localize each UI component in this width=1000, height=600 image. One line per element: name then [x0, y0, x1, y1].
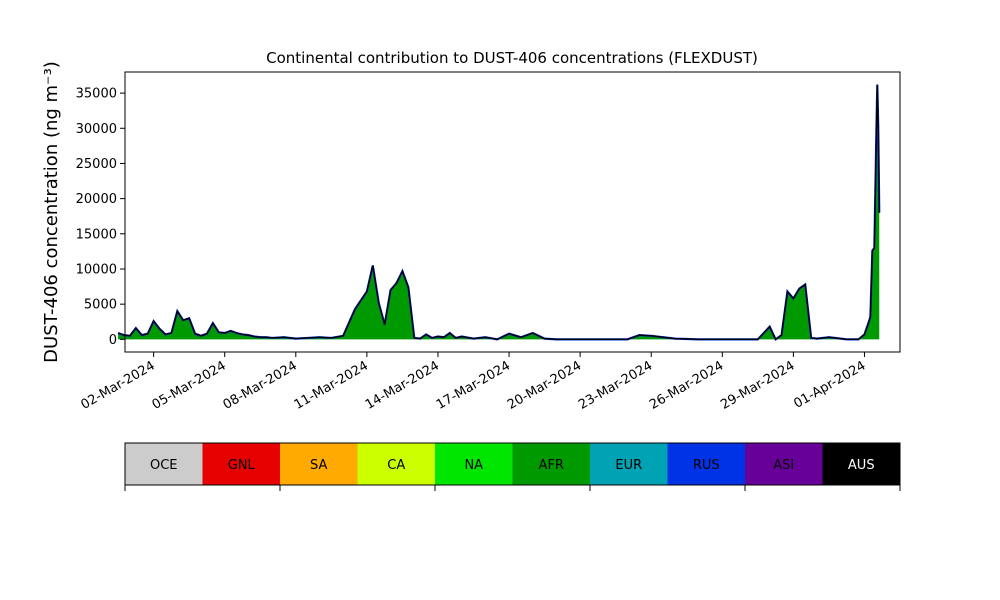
legend-label-ca: CA: [387, 458, 405, 473]
legend-label-sa: SA: [310, 458, 327, 473]
y-tick-label: 30000: [76, 122, 117, 137]
legend-swatch-gnl: [202, 443, 280, 485]
chart-title: Continental contribution to DUST-406 con…: [266, 49, 758, 67]
x-tick-label: 01-Apr-2024: [791, 358, 868, 411]
legend-label-rus: RUS: [693, 458, 720, 473]
legend-swatch-na: [435, 443, 513, 485]
legend-swatch-sa: [280, 443, 358, 485]
legend-swatch-eur: [590, 443, 668, 485]
legend-swatch-aus: [822, 443, 900, 485]
legend-label-afr: AFR: [539, 458, 564, 473]
x-tick-label: 29-Mar-2024: [718, 358, 797, 412]
x-tick-label: 02-Mar-2024: [78, 358, 157, 412]
legend-swatch-afr: [512, 443, 590, 485]
series-area-afr: [118, 84, 880, 340]
total-concentration-line: [117, 84, 880, 341]
legend-label-aus: AUS: [848, 458, 875, 473]
x-axis: 02-Mar-202405-Mar-202408-Mar-202411-Mar-…: [78, 352, 868, 413]
x-tick-label: 17-Mar-2024: [434, 358, 513, 412]
legend-label-eur: EUR: [615, 458, 642, 473]
x-tick-label: 23-Mar-2024: [576, 358, 655, 412]
legend-label-gnl: GNL: [228, 458, 256, 473]
legend-label-oce: OCE: [150, 458, 178, 473]
x-tick-label: 20-Mar-2024: [505, 358, 584, 412]
y-tick-label: 25000: [76, 157, 117, 172]
y-tick-label: 15000: [76, 227, 117, 242]
series-edge-line: [117, 84, 881, 342]
x-tick-label: 26-Mar-2024: [647, 358, 726, 412]
y-axis-label: DUST-406 concentration (ng m⁻³): [41, 61, 62, 363]
legend-swatch-oce: [125, 443, 203, 485]
legend-label-asi: ASI: [773, 458, 794, 473]
y-tick-label: 0: [109, 333, 117, 348]
y-tick-label: 20000: [76, 192, 117, 207]
legend-colorbar: OCE GNL SA CA NA AFR EUR RUS ASI AUS: [124, 442, 901, 491]
legend-frame: [124, 442, 901, 486]
plot-frame: [124, 71, 901, 353]
y-tick-label: 10000: [76, 262, 117, 277]
y-tick-label: 35000: [76, 87, 117, 102]
legend-swatch-rus: [667, 443, 745, 485]
x-tick-label: 14-Mar-2024: [363, 358, 442, 412]
plot-area: [117, 84, 881, 342]
x-tick-label: 08-Mar-2024: [221, 358, 300, 412]
x-tick-label: 05-Mar-2024: [150, 358, 229, 412]
legend-label-na: NA: [464, 458, 483, 473]
legend-swatch-asi: [745, 443, 823, 485]
y-axis: 0 5000 10000 15000 20000 25000 30000 35000: [76, 87, 125, 348]
y-tick-label: 5000: [84, 298, 117, 313]
legend-swatch-ca: [357, 443, 435, 485]
x-tick-label: 11-Mar-2024: [292, 358, 371, 412]
